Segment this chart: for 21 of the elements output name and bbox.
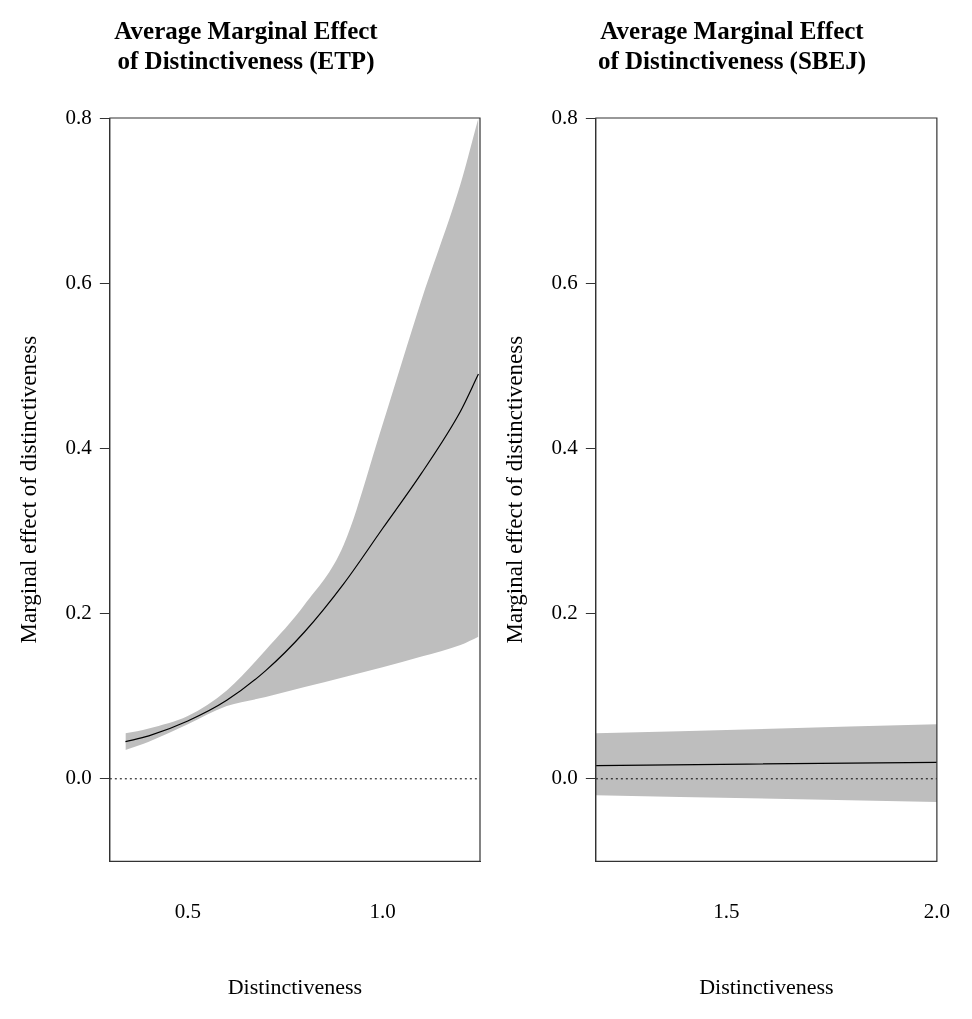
x-tick-label: 1.0 [369, 898, 396, 923]
x-axis-title: Distinctiveness [227, 973, 363, 999]
y-tick-label: 0.4 [65, 434, 93, 459]
y-tick-label: 0.6 [65, 269, 92, 294]
x-tick-label: 2.0 [923, 898, 950, 923]
y-axis-title: Marginal effect of distinctiveness [501, 335, 527, 644]
chart-title: Average Marginal Effect of Distinctiveness (ETP) [114, 17, 379, 76]
x-tick-label: 0.5 [174, 898, 201, 923]
line-series [124, 373, 480, 743]
y-axis-title: Marginal effect of distinctiveness [15, 335, 41, 644]
y-tick-label: 0.4 [551, 434, 579, 459]
chart-title: Average Marginal Effect of Distinctiveness (SBEJ) [597, 17, 867, 76]
y-tick-label: 0.2 [551, 600, 578, 625]
y-tick-label: 0.8 [65, 104, 92, 129]
x-axis-title: Distinctiveness [699, 973, 834, 999]
x-tick-label: 1.5 [713, 898, 740, 923]
y-tick-label: 0.0 [551, 765, 578, 790]
y-tick-label: 0.2 [65, 600, 92, 625]
y-tick-label: 0.0 [65, 765, 92, 790]
y-tick-label: 0.6 [551, 269, 578, 294]
y-tick-label: 0.8 [551, 104, 578, 129]
